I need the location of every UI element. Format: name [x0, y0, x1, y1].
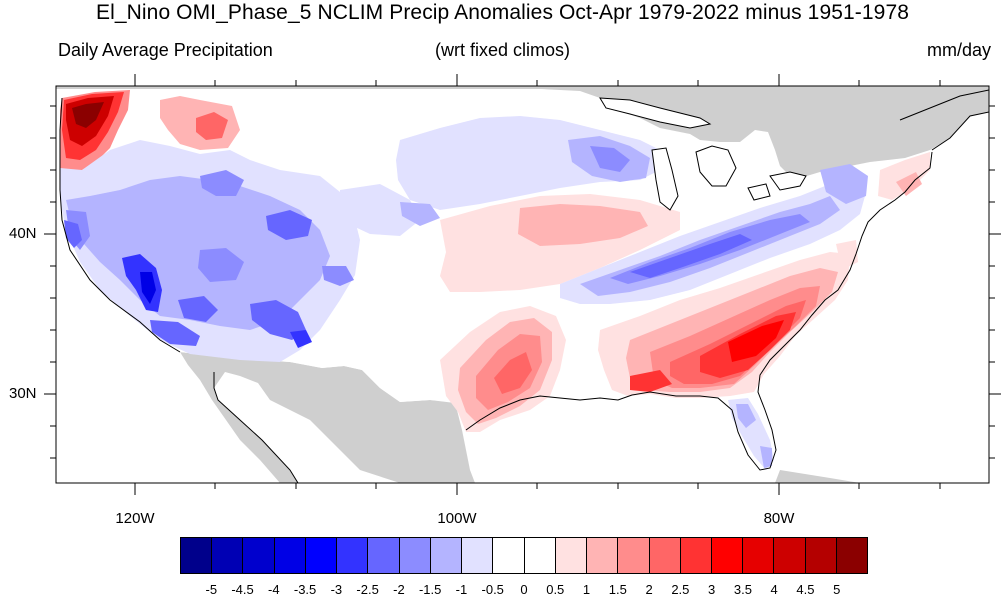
pacific-coastline — [59, 97, 181, 353]
colorbar-box — [587, 538, 619, 573]
colorbar-box — [680, 538, 712, 573]
colorbar-label: -0.5 — [481, 582, 504, 597]
anomaly-patches — [60, 90, 930, 470]
colorbar-label: -4.5 — [231, 582, 254, 597]
colorbar-box — [368, 538, 400, 573]
colorbar-box — [805, 538, 837, 573]
colorbar-label: -1.5 — [418, 582, 442, 597]
lon-label-80w: 80W — [763, 510, 795, 527]
colorbar-box — [774, 538, 806, 573]
colorbar-box — [212, 538, 244, 573]
colorbar-box — [836, 538, 868, 573]
colorbar-box — [524, 538, 556, 573]
colorbar-label: 2.5 — [671, 582, 690, 597]
colorbar-box — [305, 538, 338, 573]
colorbar-label: -2.5 — [356, 582, 379, 597]
units-label: mm/day — [926, 40, 991, 60]
reference-note: (wrt fixed climos) — [434, 40, 570, 60]
colorbar-box — [649, 538, 681, 573]
colorbar-box — [337, 538, 369, 573]
colorbar-label: 1 — [582, 582, 591, 597]
colorbar-box — [430, 538, 463, 573]
lon-label-100w: 100W — [437, 510, 477, 527]
colorbar-label: 0 — [520, 582, 528, 597]
great-lakes — [599, 97, 807, 211]
colorbar-label: -3.5 — [293, 582, 317, 597]
axis-ticks — [44, 74, 1001, 495]
colorbar — [180, 537, 868, 574]
colorbar-label: 5 — [833, 582, 841, 597]
colorbar-label: -3 — [330, 582, 343, 597]
map-title: El_Nino OMI_Phase_5 NCLIM Precip Anomali… — [95, 1, 910, 24]
colorbar-box — [743, 538, 775, 573]
colorbar-label: -1 — [455, 582, 468, 597]
colorbar-box — [462, 538, 494, 573]
colorbar-box — [243, 538, 275, 573]
colorbar-box — [618, 538, 650, 573]
mexico-land — [180, 352, 475, 483]
colorbar-label: 3.5 — [733, 582, 752, 597]
colorbar-label: 2 — [645, 582, 653, 597]
colorbar-box — [493, 538, 525, 573]
colorbar-box — [555, 538, 588, 573]
colorbar-box — [711, 538, 744, 573]
baja-coastline — [213, 372, 299, 483]
colorbar-label: -2 — [393, 582, 405, 597]
canada-coastline — [931, 111, 989, 151]
colorbar-label: 4.5 — [796, 582, 815, 597]
colorbar-label: -5 — [205, 582, 218, 597]
colorbar-label: 4 — [770, 582, 778, 597]
colorbar-label: 1.5 — [608, 582, 627, 597]
colorbar-label: -4 — [268, 582, 280, 597]
colorbar-box — [399, 538, 431, 573]
colorbar-box — [181, 538, 213, 573]
plot-frame — [55, 85, 990, 484]
colorbar-label: 3 — [708, 582, 716, 597]
colorbar-box — [274, 538, 306, 573]
variable-label: Daily Average Precipitation — [58, 40, 273, 60]
lat-label-30n: 30N — [9, 385, 37, 402]
canada-land — [56, 86, 989, 178]
lat-label-40n: 40N — [9, 225, 37, 242]
gulf-coastline — [465, 151, 933, 471]
lon-label-120w: 120W — [115, 510, 155, 527]
colorbar-label: 0.5 — [546, 582, 565, 597]
